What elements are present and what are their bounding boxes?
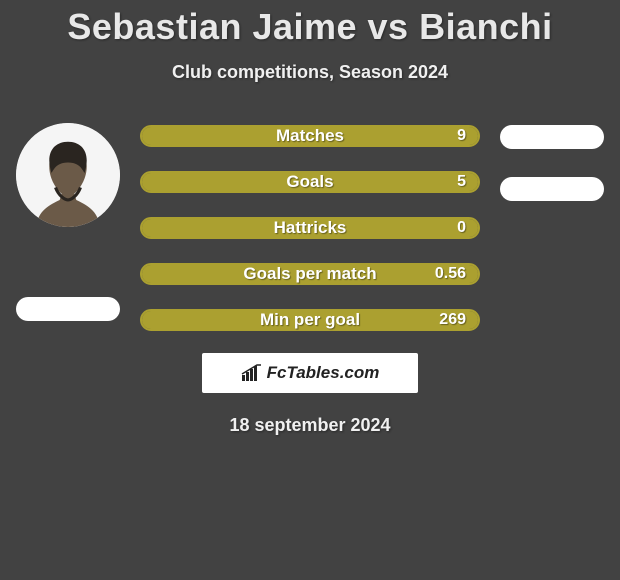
stat-value: 269 [439, 311, 466, 329]
player2-name-pill [500, 125, 604, 149]
stat-bar-goals: Goals 5 [140, 171, 480, 193]
page-title: Sebastian Jaime vs Bianchi [0, 0, 620, 48]
stat-label: Min per goal [260, 310, 360, 330]
stat-value: 5 [457, 173, 466, 191]
date-line: 18 september 2024 [0, 415, 620, 436]
stat-bar-matches: Matches 9 [140, 125, 480, 147]
brand-badge: FcTables.com [202, 353, 418, 393]
brand-text: FcTables.com [267, 363, 380, 383]
stat-label: Goals [286, 172, 333, 192]
player1-avatar [16, 123, 120, 227]
player1-name-pill [16, 297, 120, 321]
stat-label: Matches [276, 126, 344, 146]
stat-value: 0.56 [435, 265, 466, 283]
stat-bar-min-per-goal: Min per goal 269 [140, 309, 480, 331]
comparison-row: Matches 9 Goals 5 Hattricks 0 Goals per … [0, 123, 620, 331]
stat-bar-goals-per-match: Goals per match 0.56 [140, 263, 480, 285]
brand-chart-icon [241, 364, 263, 382]
player2-secondary-pill [500, 177, 604, 201]
stat-label: Hattricks [274, 218, 347, 238]
stat-value: 9 [457, 127, 466, 145]
right-player-col [492, 123, 612, 201]
left-player-col [8, 123, 128, 321]
avatar-silhouette-icon [16, 123, 120, 227]
stat-label: Goals per match [243, 264, 376, 284]
subtitle: Club competitions, Season 2024 [0, 62, 620, 83]
stats-bars: Matches 9 Goals 5 Hattricks 0 Goals per … [128, 125, 492, 331]
stat-value: 0 [457, 219, 466, 237]
stat-bar-hattricks: Hattricks 0 [140, 217, 480, 239]
